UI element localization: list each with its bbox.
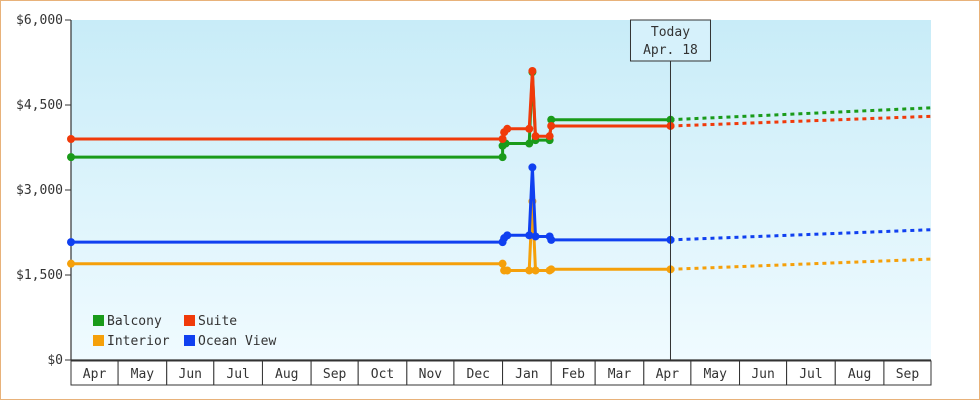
today-label: Today bbox=[651, 25, 690, 40]
x-tick-label: Apr bbox=[656, 367, 680, 382]
x-month-cell bbox=[883, 360, 932, 386]
plot-background bbox=[71, 20, 931, 360]
data-point-ocean-view bbox=[528, 163, 537, 172]
data-point-balcony bbox=[67, 153, 75, 162]
x-tick-label: Nov bbox=[419, 367, 443, 382]
data-point-ocean-view bbox=[547, 235, 556, 244]
x-tick-label: Dec bbox=[467, 367, 490, 382]
data-point-balcony bbox=[547, 115, 556, 124]
x-tick-label: Jun bbox=[179, 367, 202, 382]
x-month-cell bbox=[406, 360, 455, 386]
x-month-cell bbox=[310, 360, 359, 386]
data-point-suite bbox=[547, 121, 556, 130]
y-tick-label: $4,500 bbox=[16, 98, 63, 113]
y-tick-label: $0 bbox=[47, 353, 63, 368]
x-tick-label: Jan bbox=[515, 367, 538, 382]
x-month-cell bbox=[261, 360, 312, 386]
x-tick-label: May bbox=[703, 367, 727, 382]
forecast-line-interior bbox=[670, 257, 932, 271]
today-date: Apr. 18 bbox=[643, 43, 698, 58]
x-tick-label: May bbox=[131, 367, 155, 382]
data-point-interior bbox=[503, 266, 512, 275]
data-point-interior bbox=[531, 266, 540, 275]
data-point-suite bbox=[545, 132, 554, 141]
x-tick-label: Aug bbox=[275, 367, 298, 382]
x-month-cell bbox=[453, 360, 504, 386]
forecast-line-balcony bbox=[670, 106, 932, 122]
legend-swatch-ocean-view bbox=[184, 335, 195, 346]
y-tick-label: $6,000 bbox=[16, 13, 63, 28]
legend-label-suite: Suite bbox=[198, 314, 237, 329]
data-point-suite bbox=[528, 67, 537, 75]
x-tick-label: Jun bbox=[751, 367, 774, 382]
data-point-suite bbox=[67, 135, 75, 143]
legend-swatch-interior bbox=[93, 335, 104, 346]
x-tick-label: Sep bbox=[323, 367, 347, 382]
x-tick-label: Apr bbox=[83, 367, 107, 382]
data-point-interior bbox=[498, 259, 507, 268]
legend-swatch-suite bbox=[184, 315, 195, 326]
data-point-ocean-view bbox=[525, 231, 534, 240]
legend-swatch-balcony bbox=[93, 315, 104, 326]
data-point-ocean-view bbox=[503, 231, 512, 240]
legend-label-balcony: Balcony bbox=[107, 314, 162, 329]
y-tick-label: $1,500 bbox=[16, 268, 63, 283]
data-point-suite bbox=[531, 132, 540, 141]
x-month-cell bbox=[502, 360, 552, 386]
forecast-line-suite bbox=[670, 114, 932, 128]
data-point-interior bbox=[67, 259, 75, 268]
x-tick-label: Jul bbox=[226, 367, 249, 382]
data-point-ocean-view bbox=[67, 238, 75, 247]
data-point-suite bbox=[525, 124, 534, 133]
data-point-balcony bbox=[525, 139, 534, 148]
x-tick-label: Sep bbox=[896, 367, 920, 382]
forecast-line-ocean-view bbox=[670, 228, 932, 242]
x-month-cell bbox=[213, 360, 263, 386]
x-month-cell bbox=[643, 360, 692, 386]
x-tick-label: Oct bbox=[371, 367, 394, 382]
data-point-suite bbox=[503, 124, 512, 133]
x-tick-label: Mar bbox=[608, 367, 632, 382]
data-point-ocean-view bbox=[531, 232, 540, 241]
today-callout bbox=[629, 19, 711, 62]
x-month-cell bbox=[834, 360, 885, 386]
x-month-cell bbox=[357, 360, 408, 386]
legend-label-ocean-view: Ocean View bbox=[198, 334, 276, 349]
data-point-suite bbox=[498, 135, 507, 143]
x-month-cell bbox=[166, 360, 215, 386]
x-month-cell bbox=[550, 360, 596, 386]
x-tick-label: Jul bbox=[799, 367, 822, 382]
data-point-balcony bbox=[498, 153, 507, 162]
y-tick-label: $3,000 bbox=[16, 183, 63, 198]
data-point-interior bbox=[525, 266, 534, 275]
x-tick-label: Feb bbox=[561, 367, 585, 382]
legend-label-interior: Interior bbox=[107, 334, 170, 349]
x-month-cell bbox=[786, 360, 836, 386]
x-tick-label: Aug bbox=[848, 367, 871, 382]
x-month-cell bbox=[594, 360, 645, 386]
data-point-interior bbox=[547, 265, 556, 274]
